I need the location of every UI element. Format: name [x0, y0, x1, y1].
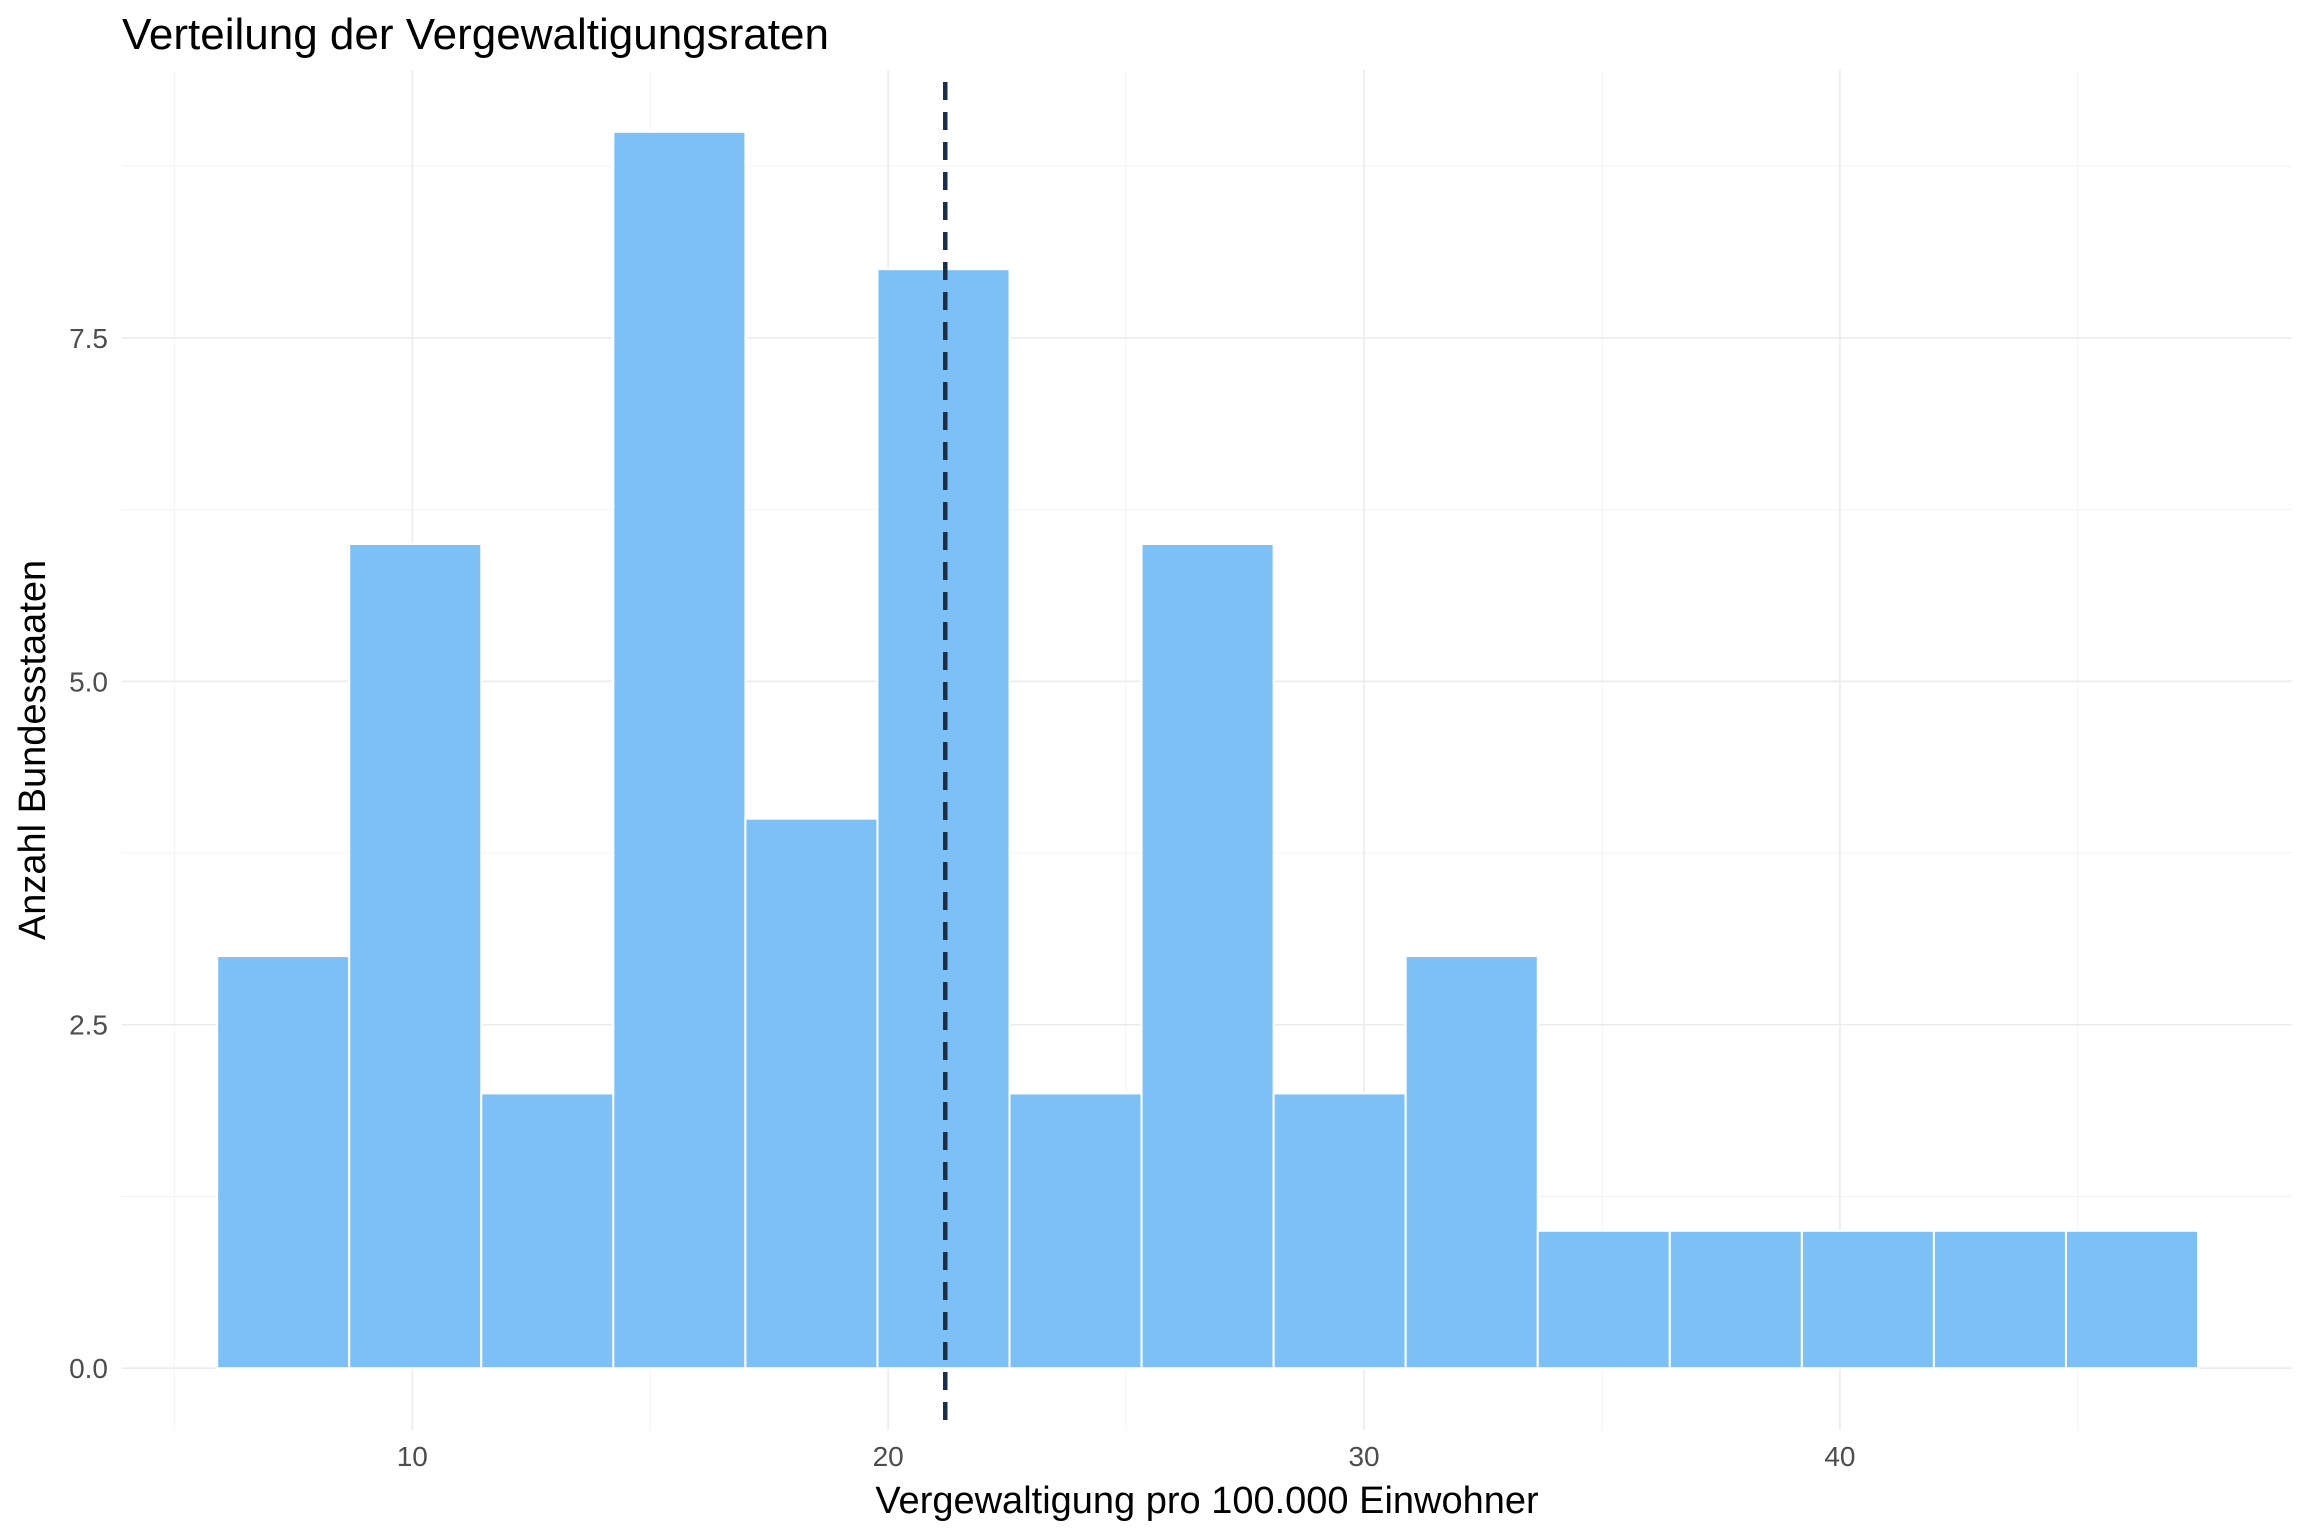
x-tick-labels: 10 20 30 40: [397, 1441, 1856, 1472]
histogram-bar-6: [1008, 1092, 1143, 1370]
histogram-bars: [216, 130, 2200, 1370]
y-tick-label-1: 2.5: [69, 1010, 108, 1041]
histogram-bar-12: [1800, 1229, 1935, 1370]
histogram-bar-14: [2064, 1229, 2200, 1370]
x-axis-title: Vergewaltigung pro 100.000 Einwohner: [875, 1480, 1539, 1522]
chart-title: Verteilung der Vergewaltigungsraten: [122, 10, 829, 59]
histogram-bar-11: [1668, 1229, 1803, 1370]
x-tick-label-2: 30: [1348, 1441, 1379, 1472]
x-tick-label-1: 20: [873, 1441, 904, 1472]
y-axis-title: Anzahl Bundesstaaten: [12, 560, 54, 940]
histogram-bar-13: [1932, 1229, 2067, 1370]
histogram-bar-9: [1404, 955, 1539, 1370]
y-tick-labels: 0.0 2.5 5.0 7.5: [69, 323, 108, 1384]
y-tick-label-3: 7.5: [69, 323, 108, 354]
histogram-bar-8: [1272, 1092, 1407, 1370]
histogram-bar-2: [480, 1092, 615, 1370]
histogram-bar-10: [1536, 1229, 1671, 1370]
y-tick-label-0: 0.0: [69, 1353, 108, 1384]
x-tick-label-3: 40: [1824, 1441, 1855, 1472]
histogram-bar-1: [348, 542, 483, 1370]
x-tick-label-0: 10: [397, 1441, 428, 1472]
histogram-bar-3: [612, 130, 747, 1370]
histogram-bar-4: [744, 817, 879, 1370]
histogram-bar-0: [216, 955, 351, 1370]
histogram-bar-7: [1140, 542, 1275, 1370]
y-tick-label-2: 5.0: [69, 666, 108, 697]
